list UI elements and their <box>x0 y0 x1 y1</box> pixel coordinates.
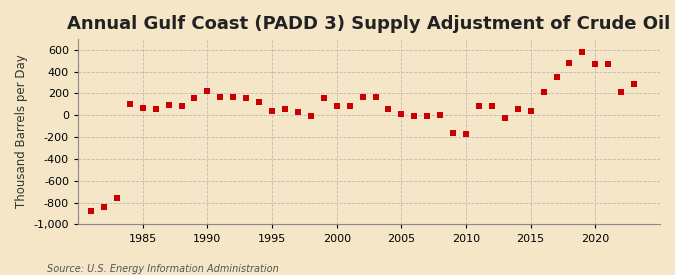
Point <box>564 61 575 65</box>
Point <box>111 196 122 200</box>
Point <box>525 109 536 114</box>
Point <box>370 94 381 99</box>
Point <box>306 114 317 119</box>
Point <box>319 96 329 100</box>
Point <box>99 205 109 209</box>
Point <box>460 132 471 136</box>
Point <box>267 109 277 114</box>
Point <box>357 95 368 99</box>
Point <box>241 95 252 100</box>
Point <box>603 62 614 67</box>
Point <box>512 107 523 111</box>
Point <box>577 50 588 54</box>
Title: Annual Gulf Coast (PADD 3) Supply Adjustment of Crude Oil: Annual Gulf Coast (PADD 3) Supply Adjust… <box>68 15 671 33</box>
Point <box>137 106 148 110</box>
Point <box>124 102 135 106</box>
Point <box>228 95 239 99</box>
Point <box>500 116 510 121</box>
Point <box>292 110 303 114</box>
Point <box>383 106 394 111</box>
Point <box>628 81 639 86</box>
Y-axis label: Thousand Barrels per Day: Thousand Barrels per Day <box>15 55 28 208</box>
Point <box>86 209 97 214</box>
Point <box>448 131 458 135</box>
Point <box>409 114 420 119</box>
Point <box>202 89 213 93</box>
Point <box>590 62 601 67</box>
Point <box>616 90 626 94</box>
Point <box>151 107 161 111</box>
Point <box>279 107 290 111</box>
Point <box>487 104 497 109</box>
Point <box>551 75 562 79</box>
Point <box>189 96 200 100</box>
Point <box>215 94 225 99</box>
Point <box>474 104 485 109</box>
Point <box>435 113 446 117</box>
Point <box>422 114 433 119</box>
Point <box>538 90 549 94</box>
Point <box>254 99 265 104</box>
Point <box>331 104 342 108</box>
Point <box>176 104 187 109</box>
Point <box>163 103 174 108</box>
Text: Source: U.S. Energy Information Administration: Source: U.S. Energy Information Administ… <box>47 264 279 274</box>
Point <box>396 112 407 116</box>
Point <box>344 104 355 109</box>
